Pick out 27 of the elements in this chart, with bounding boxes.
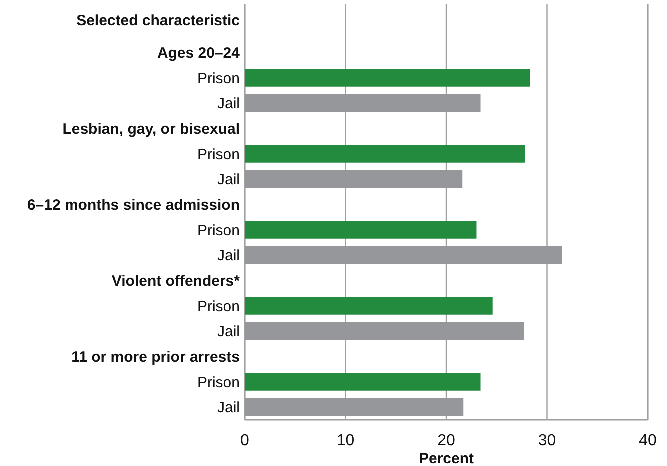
y-tick-label: Prison (197, 374, 240, 392)
y-tick-label: 6–12 months since admission (27, 196, 240, 214)
bar (245, 373, 481, 391)
y-tick-label: Jail (217, 400, 240, 417)
y-tick-label: Jail (217, 324, 240, 341)
bar (245, 221, 477, 239)
y-tick-label: Prison (197, 222, 240, 240)
x-tick-label: 20 (438, 432, 456, 450)
x-axis-title: Percent (418, 450, 474, 466)
y-tick-label: Prison (197, 298, 240, 316)
y-tick-label: Jail (217, 248, 240, 265)
x-tick-label: 10 (336, 432, 355, 450)
y-tick-label: Jail (217, 172, 240, 189)
y-tick-label: Lesbian, gay, or bisexual (62, 120, 240, 138)
y-tick-label: Violent offenders* (112, 272, 240, 290)
x-tick-label: 40 (639, 432, 657, 450)
bar (245, 297, 493, 315)
x-tick-label: 0 (240, 432, 250, 450)
bar (245, 69, 530, 87)
y-tick-label: Prison (197, 146, 240, 164)
y-tick-label: Jail (217, 96, 240, 113)
y-tick-label: Ages 20–24 (157, 44, 241, 62)
y-tick-label: Prison (197, 70, 240, 88)
y-tick-label: 11 or more prior arrests (72, 348, 240, 366)
y-axis-title: Selected characteristic (76, 12, 240, 30)
x-tick-label: 30 (538, 432, 556, 450)
bar (245, 145, 526, 163)
